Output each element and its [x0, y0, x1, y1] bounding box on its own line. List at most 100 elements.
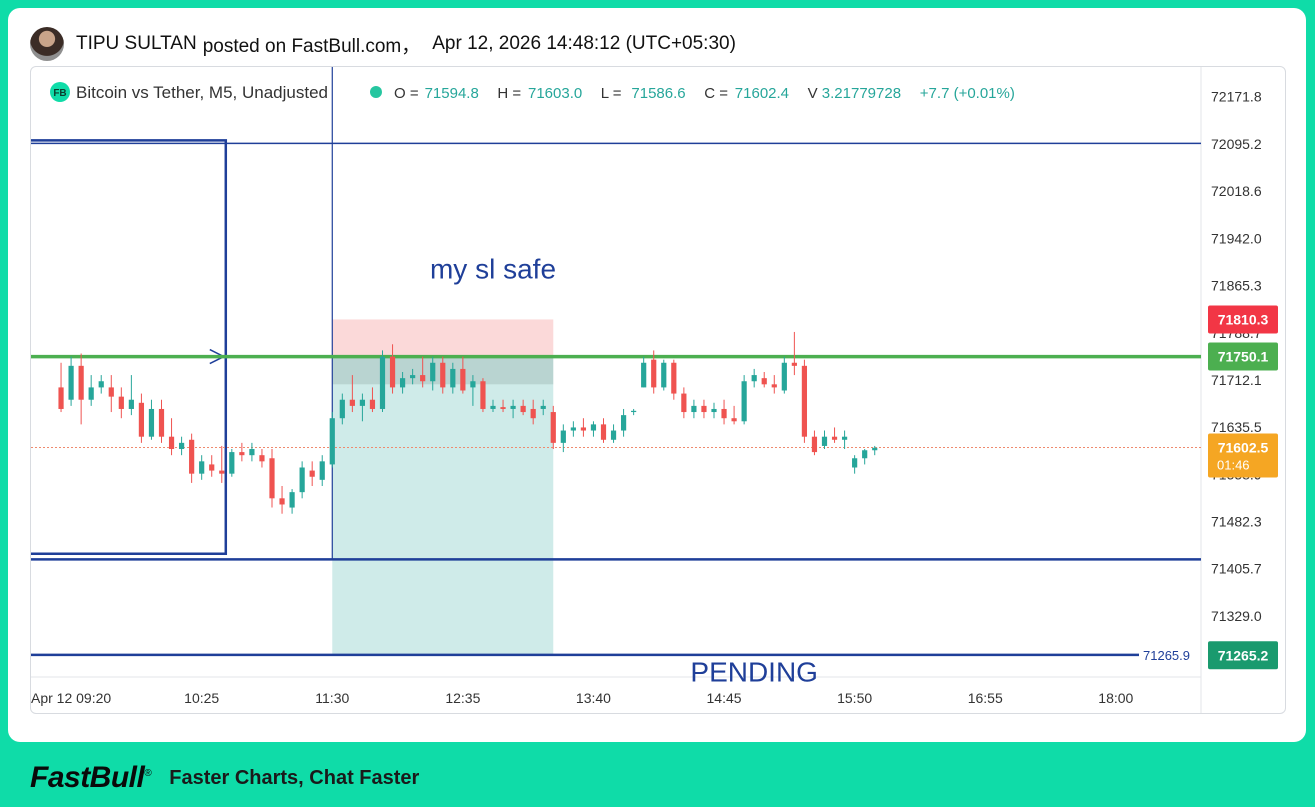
tag-target[interactable]: [1208, 641, 1278, 670]
price-change: +7.7 (+0.01%): [920, 85, 1015, 102]
candle[interactable]: [148, 408, 155, 437]
candle[interactable]: [791, 362, 797, 366]
candle[interactable]: [470, 381, 476, 388]
candle[interactable]: [379, 356, 386, 409]
candle[interactable]: [771, 384, 777, 388]
candle[interactable]: [138, 402, 145, 437]
candle[interactable]: [490, 405, 496, 409]
candle[interactable]: [731, 418, 737, 422]
candle[interactable]: [550, 412, 556, 443]
candle[interactable]: [78, 365, 84, 400]
candle[interactable]: [510, 405, 516, 409]
stop-loss-zone[interactable]: [332, 319, 554, 357]
tag-current[interactable]: [1208, 433, 1278, 478]
candle[interactable]: [430, 362, 436, 382]
candle[interactable]: [209, 464, 215, 471]
candle[interactable]: [399, 378, 406, 388]
candle[interactable]: [450, 368, 456, 388]
candle[interactable]: [590, 424, 597, 431]
candle[interactable]: [620, 415, 627, 431]
candle[interactable]: [811, 436, 818, 453]
candle[interactable]: [681, 393, 687, 413]
author-name[interactable]: TIPU SULTAN: [76, 33, 197, 54]
candle[interactable]: [309, 470, 315, 477]
candle[interactable]: [641, 362, 647, 388]
tag-entry[interactable]: [1208, 342, 1278, 371]
candle[interactable]: [821, 436, 828, 446]
candle[interactable]: [480, 381, 486, 409]
candle[interactable]: [279, 498, 285, 505]
candle[interactable]: [219, 470, 225, 474]
candle[interactable]: [540, 405, 546, 409]
candle[interactable]: [88, 387, 94, 400]
candle[interactable]: [852, 458, 858, 468]
candle[interactable]: [580, 427, 587, 431]
candle[interactable]: [610, 430, 617, 440]
candle[interactable]: [460, 368, 466, 391]
candle[interactable]: [721, 408, 727, 419]
candle[interactable]: [661, 362, 667, 388]
candle[interactable]: [319, 461, 325, 480]
candle[interactable]: [560, 430, 566, 443]
candle[interactable]: [831, 436, 838, 440]
tag-entry-text: 71750.1: [1218, 349, 1269, 365]
candle[interactable]: [249, 449, 255, 456]
candle[interactable]: [339, 399, 345, 419]
candle[interactable]: [128, 399, 134, 409]
candle[interactable]: [751, 375, 757, 382]
candle[interactable]: [520, 405, 526, 413]
candle[interactable]: [781, 362, 787, 391]
candle[interactable]: [58, 387, 64, 409]
candle[interactable]: [570, 427, 576, 431]
avatar[interactable]: [30, 27, 64, 61]
candle[interactable]: [862, 450, 868, 459]
chart-title[interactable]: Bitcoin vs Tether, M5, Unadjusted: [76, 83, 328, 102]
candle[interactable]: [189, 439, 195, 474]
candle[interactable]: [299, 467, 305, 493]
candle[interactable]: [801, 365, 808, 437]
candle[interactable]: [410, 375, 416, 379]
candle[interactable]: [359, 399, 366, 406]
candle[interactable]: [651, 359, 657, 388]
range-box[interactable]: [31, 139, 228, 556]
candle[interactable]: [841, 436, 848, 440]
candle[interactable]: [118, 396, 124, 409]
candle[interactable]: [530, 408, 536, 419]
candle[interactable]: [329, 418, 335, 465]
candlestick-chart[interactable]: 71265.9 my sl safe PENDING 72171.8 72095.2 72…: [31, 67, 1285, 713]
candle[interactable]: [631, 410, 637, 413]
candle[interactable]: [158, 408, 165, 437]
post-header: TIPU SULTAN posted on FastBull.com， Apr …: [30, 22, 736, 66]
candle[interactable]: [98, 381, 104, 388]
candle[interactable]: [168, 436, 175, 450]
candle[interactable]: [711, 408, 717, 413]
candle[interactable]: [178, 442, 185, 450]
candle[interactable]: [68, 365, 74, 400]
candle[interactable]: [239, 452, 245, 456]
candle[interactable]: [108, 387, 114, 397]
chart-frame[interactable]: 71265.9 my sl safe PENDING 72171.8 72095.2 72…: [30, 66, 1286, 714]
pending-text[interactable]: PENDING: [690, 656, 818, 687]
candle[interactable]: [500, 407, 506, 409]
candle[interactable]: [701, 405, 707, 413]
candle[interactable]: [600, 424, 607, 440]
candle[interactable]: [741, 381, 747, 422]
candle[interactable]: [691, 405, 697, 413]
candle[interactable]: [671, 362, 677, 394]
candle[interactable]: [259, 455, 265, 462]
candle[interactable]: [420, 375, 426, 382]
candle[interactable]: [199, 461, 205, 474]
candle[interactable]: [349, 399, 355, 406]
take-profit-zone[interactable]: [332, 356, 554, 655]
candle[interactable]: [369, 399, 376, 409]
candle[interactable]: [229, 452, 235, 474]
my-sl-safe-text[interactable]: my sl safe: [430, 253, 556, 284]
candle[interactable]: [389, 356, 396, 388]
candle[interactable]: [269, 458, 275, 499]
candle[interactable]: [289, 492, 295, 508]
fastbull-logo[interactable]: FastBull®: [30, 761, 152, 795]
tag-sl[interactable]: [1208, 305, 1278, 334]
candle[interactable]: [761, 378, 767, 385]
candle[interactable]: [872, 447, 878, 451]
candle[interactable]: [440, 362, 446, 388]
